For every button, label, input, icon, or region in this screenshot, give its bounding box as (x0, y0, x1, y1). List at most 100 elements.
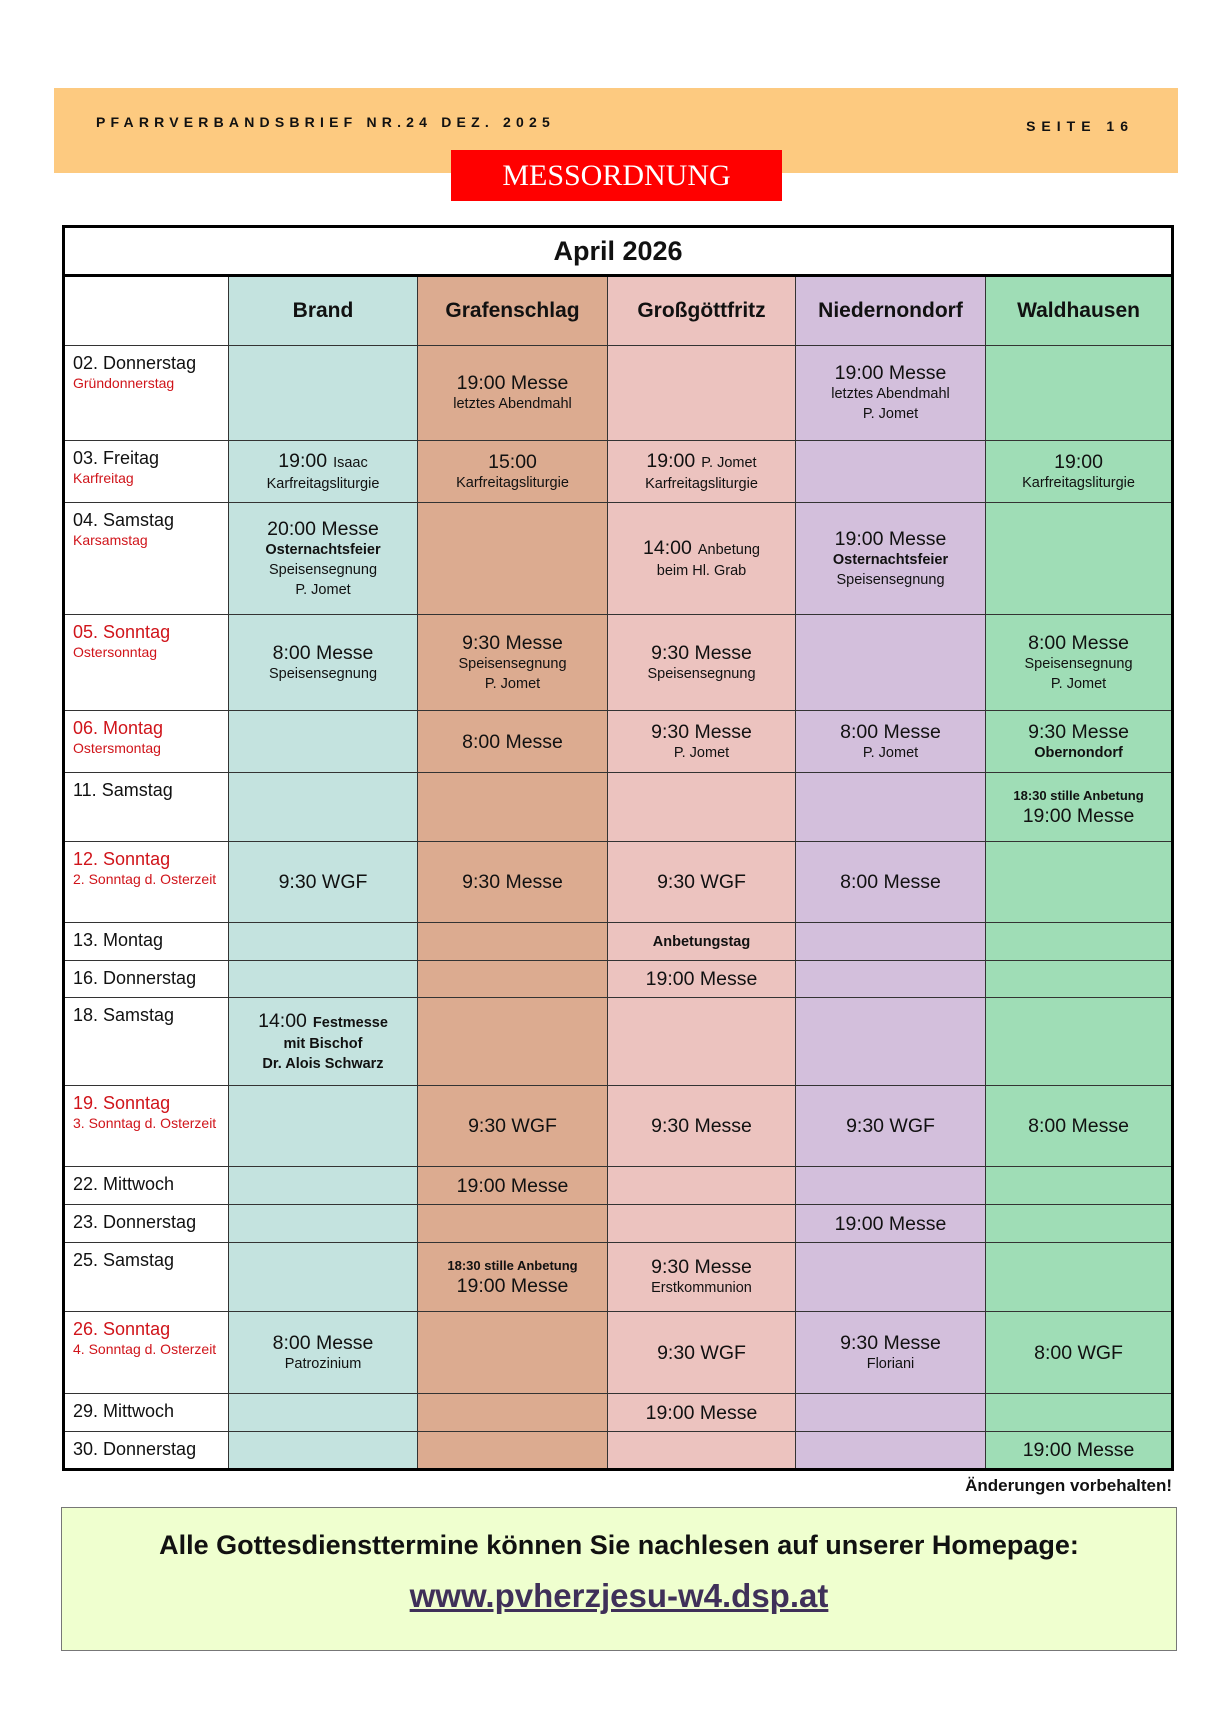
event-line: 19:00 Messe (796, 1213, 985, 1235)
day-date: 02. Donnerstag (73, 353, 197, 373)
publication-title: PFARRVERBANDSBRIEF NR.24 DEZ. 2025 (96, 114, 555, 130)
empty-header (63, 275, 229, 346)
event-text: Dr. Alois Schwarz (262, 1055, 384, 1072)
table-row: 22. Mittwoch 19:00 Messe (63, 1166, 1174, 1205)
schedule-cell (417, 960, 608, 998)
schedule-cell (795, 772, 986, 842)
event-text: 19:00 Messe (834, 362, 947, 384)
event-text: Speisensegnung (1024, 655, 1133, 672)
event-line: 8:00 Messe (418, 731, 607, 753)
feast-name: 3. Sonntag d. Osterzeit (73, 1115, 217, 1131)
schedule-cell: 19:00 Messe (795, 1204, 986, 1243)
event-line: 19:00 P. Jomet (608, 450, 795, 474)
event-line: 14:00 Festmesse (229, 1010, 417, 1034)
event-text: P. Jomet (1050, 675, 1107, 692)
table-row: 13. Montag Anbetungstag (63, 922, 1174, 961)
event-line: 9:30 Messe (608, 1115, 795, 1137)
day-date: 12. Sonntag (73, 849, 171, 869)
day-cell: 05. Sonntag Ostersonntag (63, 614, 229, 711)
feast-name: Gründonnerstag (73, 375, 175, 391)
event-text: 19:00 Messe (456, 372, 569, 394)
event-line: Erstkommunion (608, 1278, 795, 1298)
schedule-cell (795, 997, 986, 1086)
event-text: 9:30 Messe (651, 1256, 752, 1278)
event-detail: Isaac (333, 454, 368, 471)
event-text: 9:30 Messe (462, 631, 563, 654)
table-row: 02. Donnerstag Gründonnerstag 19:00 Messe l… (63, 345, 1174, 441)
section-title: MESSORDNUNG (451, 150, 782, 201)
day-date: 30. Donnerstag (73, 1439, 197, 1459)
event-line: 8:00 Messe (796, 871, 985, 893)
event-text: 9:30 Messe (462, 871, 563, 893)
event-line: 9:30 Messe (608, 1256, 795, 1278)
mass-schedule-table: April 2026 Brand Grafenschlag Großgöttfrit… (62, 225, 1175, 1471)
event-line: 9:30 Messe (796, 1332, 985, 1354)
schedule-cell (795, 922, 986, 961)
event-text: 19:00 Messe (456, 1275, 569, 1297)
page-number: SEITE 16 (1026, 118, 1134, 134)
schedule-cell (607, 1204, 796, 1243)
schedule-cell (795, 1393, 986, 1432)
event-text: 8:00 Messe (840, 871, 941, 893)
day-date: 05. Sonntag (73, 622, 171, 642)
event-text: Speisensegnung (458, 655, 567, 672)
event-line: Speisensegnung (986, 654, 1171, 674)
event-line: 19:00 Isaac (229, 450, 417, 474)
table-row: 04. Samstag Karsamstag 20:00 Messe Osternac… (63, 502, 1174, 615)
event-line: letztes Abendmahl (418, 394, 607, 414)
schedule-cell: 18:30 stille Anbetung 19:00 Messe (984, 772, 1174, 842)
schedule-cell: 14:00 Festmesse mit Bischof Dr. Alois Schwa… (228, 997, 418, 1086)
schedule-cell (607, 997, 796, 1086)
event-line: letztes Abendmahl (796, 384, 985, 404)
schedule-cell: 9:30 Messe Speisensegnung P. Jomet (417, 614, 608, 711)
schedule-cell (228, 960, 418, 998)
event-line: Karfreitagsliturgie (608, 474, 795, 494)
event-line: 19:00 Messe (986, 805, 1171, 827)
event-line: P. Jomet (986, 674, 1171, 694)
schedule-cell: 9:30 WGF (228, 841, 418, 923)
event-text: 9:30 Messe (651, 1115, 752, 1137)
event-text: 9:30 Messe (1028, 720, 1129, 743)
event-line: Dr. Alois Schwarz (229, 1054, 417, 1074)
event-line: 9:30 WGF (608, 871, 795, 893)
schedule-cell: 8:00 Messe Speisensegnung (228, 614, 418, 711)
event-text: 19:00 Messe (1022, 805, 1135, 827)
event-line: 9:30 Messe (986, 721, 1171, 743)
schedule-cell: 18:30 stille Anbetung 19:00 Messe (417, 1242, 608, 1312)
schedule-cell: 9:30 Messe Speisensegnung (607, 614, 796, 711)
schedule-cell: 19:00 Messe (607, 1393, 796, 1432)
schedule-cell (228, 1242, 418, 1312)
schedule-cell: 9:30 WGF (795, 1085, 986, 1167)
day-date: 29. Mittwoch (73, 1401, 175, 1421)
event-text: mit Bischof (283, 1035, 363, 1052)
event-text: P. Jomet (484, 675, 541, 692)
event-line: 19:00 Messe (796, 362, 985, 384)
homepage-link[interactable]: www.pvherzjesu-w4.dsp.at (409, 1577, 829, 1614)
event-text: 8:00 Messe (1028, 631, 1129, 654)
event-line: Anbetungstag (608, 932, 795, 952)
event-line: 14:00 Anbetung (608, 537, 795, 561)
info-text: Alle Gottesdiensttermine können Sie nach… (159, 1530, 1079, 1560)
schedule-cell (228, 1431, 418, 1470)
event-line: Karfreitagsliturgie (418, 473, 607, 493)
schedule-cell: 14:00 Anbetung beim Hl. Grab (607, 502, 796, 615)
schedule-cell: 19:00 P. Jomet Karfreitagsliturgie (607, 440, 796, 503)
day-date: 04. Samstag (73, 510, 175, 530)
schedule-cell (417, 1311, 608, 1394)
day-cell: 16. Donnerstag (63, 960, 229, 998)
schedule-cell: 19:00 Messe Osternachtsfeier Speisensegnun… (795, 502, 986, 615)
event-text: 14:00 (258, 1009, 307, 1032)
schedule-cell (984, 960, 1174, 998)
event-line: P. Jomet (796, 743, 985, 763)
event-text: P. Jomet (862, 744, 919, 761)
table-row: 11. Samstag 18:30 stille Anbetung 19:00 Me… (63, 772, 1174, 842)
schedule-cell (228, 772, 418, 842)
event-line: P. Jomet (796, 404, 985, 424)
schedule-cell: 9:30 Messe P. Jomet (607, 710, 796, 773)
event-line: 9:30 WGF (229, 871, 417, 893)
day-cell: 29. Mittwoch (63, 1393, 229, 1432)
schedule-cell (984, 1166, 1174, 1205)
event-line: 19:00 Messe (418, 1175, 607, 1197)
day-date: 22. Mittwoch (73, 1174, 175, 1194)
schedule-cell (795, 960, 986, 998)
